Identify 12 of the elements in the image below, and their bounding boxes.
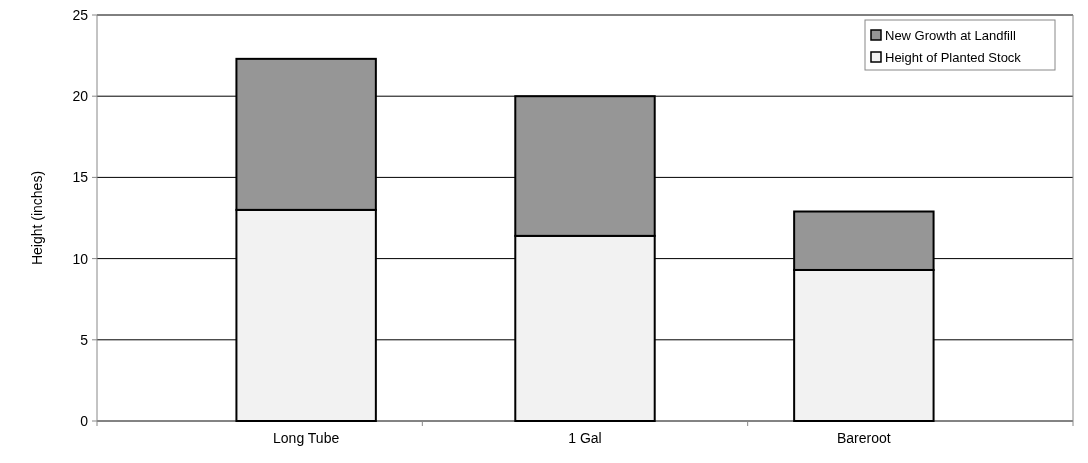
- y-axis-title: Height (inches): [29, 170, 45, 266]
- y-tick-label: 25: [72, 6, 89, 23]
- y-tick-label: 20: [72, 88, 89, 105]
- y-tick-label: 15: [72, 169, 89, 186]
- y-tick-label: 5: [80, 331, 89, 348]
- y-tick-label: 0: [80, 412, 89, 429]
- x-tick-label: Long Tube: [273, 430, 340, 446]
- x-tick-label: 1 Gal: [568, 430, 602, 446]
- legend-label: New Growth at Landfill: [885, 27, 1016, 43]
- y-tick-label: 10: [72, 250, 89, 267]
- x-tick-label: Bareroot: [837, 430, 891, 446]
- legend-label: Height of Planted Stock: [885, 49, 1022, 65]
